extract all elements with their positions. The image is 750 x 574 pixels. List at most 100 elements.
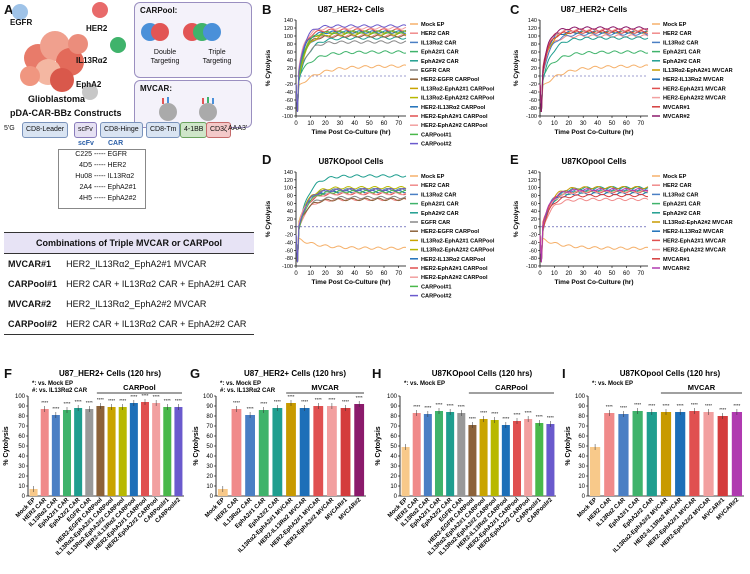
y-tick-label: 90	[390, 404, 397, 410]
scfv-car-table: C225 ----- EGFR 4D5 ----- HER2 Hu08 ----…	[60, 151, 144, 206]
legend-entry: IL13Rα2-EphA2#2 CARPool	[421, 248, 495, 254]
x-tick-label: 70	[637, 271, 644, 277]
bar-chart-h: U87KOpool Cells (120 hrs) *: vs. Mock EP 0…	[375, 369, 556, 557]
bar-4	[646, 412, 657, 496]
y-tick-label: 40	[531, 209, 537, 215]
bar-9	[129, 403, 138, 496]
significance-mark: ****	[86, 400, 93, 405]
y-tick-label: -40	[285, 241, 293, 247]
scfv-4d5: 4D5	[79, 162, 92, 169]
group-label: MVCAR	[311, 383, 339, 392]
legend-entry: HER2-EphA2#2 CARPool	[421, 275, 488, 281]
y-tick-label: 30	[390, 464, 397, 470]
bar-5	[85, 409, 94, 496]
legend-entry: CARPool#1	[421, 284, 451, 290]
combination-name: CARPool#2	[8, 319, 58, 329]
x-tick-label: 0	[538, 271, 542, 277]
panel-letter-d: D	[262, 152, 272, 167]
y-tick-label: 20	[18, 474, 25, 480]
y-tick-label: -100	[526, 264, 537, 270]
significance-mark: ****	[315, 397, 322, 402]
y-tick-label: 90	[18, 404, 25, 410]
car-egfr: EGFR	[107, 151, 127, 158]
y-tick-label: 100	[575, 394, 586, 400]
x-tick-label: 40	[594, 271, 601, 277]
bar-7	[479, 419, 488, 496]
bar-9	[717, 416, 728, 496]
group-label: CARPool	[495, 383, 528, 392]
combination-row: MVCAR#2 HER2_IL13Rα2_EphA2#2 MVCAR	[4, 294, 254, 314]
y-tick-label: 80	[390, 414, 397, 420]
legend-entry: IL13Rα2 CAR	[663, 40, 698, 46]
bar-12	[535, 423, 544, 496]
bar-chart-f: U87_HER2+ Cells (120 hrs) *: vs. Mock EP#…	[3, 369, 184, 557]
series-line-11	[295, 191, 407, 263]
x-tick-label: 30	[580, 271, 587, 277]
significance-mark: ****	[480, 410, 487, 415]
significance-mark: ****	[356, 395, 363, 400]
y-tick-label: 10	[206, 484, 213, 490]
antigen-il13-label: IL13Rα2	[76, 56, 108, 65]
x-tick-label: 50	[609, 271, 616, 277]
series-line-8	[295, 32, 407, 113]
y-tick-label: 30	[18, 464, 25, 470]
x-axis-label: Time Post Co-Culture (hr)	[555, 129, 634, 136]
carpool-cells	[141, 23, 221, 41]
group-label: CARPool	[123, 383, 156, 392]
y-tick-label: 50	[578, 444, 585, 450]
significance-mark: ****	[458, 404, 465, 409]
car-epha2-2: EphA2#2	[107, 195, 137, 202]
series-line-0	[295, 64, 407, 113]
bar-2	[51, 415, 60, 496]
y-tick-label: 60	[531, 201, 537, 207]
legend-entry: Mock EP	[421, 174, 445, 180]
x-tick-label: 0	[294, 271, 298, 277]
legend-entry: IL13Rα2-EphA2#2 MVCAR	[663, 220, 733, 226]
bar-3	[258, 410, 269, 496]
series-line-1	[539, 34, 649, 113]
significance-mark: ****	[130, 394, 137, 399]
combination-row: CARPool#2 HER2 CAR + IL13Rα2 CAR + EphA2#…	[4, 314, 254, 335]
bar-7	[313, 406, 324, 496]
bar-0	[29, 489, 38, 496]
bar-10	[512, 421, 522, 496]
chart-title: U87KOpool Cells (120 hrs)	[432, 369, 533, 378]
significance-mark: ****	[97, 397, 104, 402]
series-line-6	[539, 191, 649, 263]
bar-6	[675, 412, 686, 496]
significance-mark: ****	[513, 412, 520, 417]
combination-name: MVCAR#1	[8, 259, 52, 269]
bar-4	[272, 408, 283, 496]
significance-mark: ****	[108, 398, 115, 403]
antigen-egfr-label: EGFR	[10, 18, 33, 27]
y-tick-label: 80	[287, 194, 293, 200]
y-tick-label: -60	[285, 98, 293, 104]
construct-part-cd8-tm: CD8-Tm	[146, 122, 181, 138]
series-line-4	[295, 174, 407, 263]
glioblastoma-illustration	[12, 2, 126, 100]
significance-mark: ****	[536, 414, 543, 419]
panel-a-schematic: EGFR HER2 IL13Rα2 EphA2 Glioblastoma CAR…	[0, 0, 260, 365]
significance-mark: ****	[435, 402, 442, 407]
tumor-cell-cluster	[20, 31, 88, 92]
y-tick-label: 40	[390, 454, 397, 460]
y-tick-label: 20	[287, 217, 293, 223]
significance-mark: ****	[469, 416, 476, 421]
series-line-1	[295, 34, 407, 113]
scfv-car-table-box	[58, 149, 146, 209]
y-tick-label: 30	[206, 464, 213, 470]
significance-note: *: vs. Mock EP	[592, 381, 633, 387]
bar-0	[589, 447, 601, 496]
y-tick-label: 100	[284, 186, 293, 192]
x-tick-label: 10	[307, 121, 314, 127]
bar-6	[299, 408, 310, 496]
line-chart-d: U87KOpool Cells-100-80-60-40-20020406080…	[265, 157, 495, 300]
significance-mark: ****	[502, 416, 509, 421]
y-tick-label: 10	[390, 484, 397, 490]
y-tick-label: 80	[578, 414, 585, 420]
y-tick-label: 60	[578, 434, 585, 440]
legend-entry: HER2-EphA2#1 CARPool	[421, 266, 488, 272]
bar-10	[354, 404, 365, 496]
antigen-epha2-label: EphA2	[76, 80, 102, 89]
combinations-title: Combinations of Triple MVCAR or CARPool	[4, 232, 254, 254]
